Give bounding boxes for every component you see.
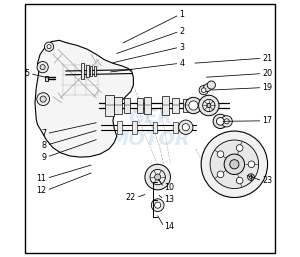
- Circle shape: [203, 99, 215, 112]
- Circle shape: [236, 177, 243, 184]
- Bar: [81, 63, 84, 79]
- Text: 22: 22: [126, 193, 136, 202]
- Circle shape: [189, 101, 198, 110]
- Text: 13: 13: [164, 195, 174, 204]
- Bar: [104, 95, 114, 116]
- Circle shape: [249, 176, 253, 179]
- Bar: [137, 98, 143, 113]
- Bar: [144, 97, 151, 114]
- Circle shape: [150, 169, 165, 185]
- Text: 7: 7: [41, 129, 46, 138]
- Bar: [90, 66, 92, 76]
- Text: GER
MOTOR: GER MOTOR: [110, 108, 190, 149]
- Circle shape: [248, 161, 255, 168]
- Circle shape: [47, 45, 51, 49]
- Circle shape: [44, 42, 54, 51]
- Circle shape: [207, 81, 215, 89]
- Text: 3: 3: [179, 43, 184, 52]
- Circle shape: [221, 116, 232, 127]
- Circle shape: [182, 124, 189, 131]
- Circle shape: [230, 160, 239, 169]
- Circle shape: [37, 61, 48, 73]
- Text: 9: 9: [41, 153, 46, 162]
- Bar: [172, 98, 179, 113]
- Circle shape: [201, 131, 268, 198]
- Circle shape: [185, 97, 202, 114]
- Circle shape: [151, 199, 164, 212]
- Polygon shape: [35, 40, 134, 157]
- Text: 4: 4: [179, 59, 184, 68]
- Circle shape: [236, 145, 243, 151]
- Circle shape: [210, 140, 259, 189]
- Circle shape: [217, 117, 224, 125]
- Bar: [132, 121, 137, 134]
- Text: 12: 12: [36, 186, 46, 195]
- Bar: [153, 122, 158, 133]
- Circle shape: [224, 119, 229, 124]
- Circle shape: [248, 174, 254, 180]
- Text: 14: 14: [164, 222, 174, 231]
- Circle shape: [154, 202, 161, 208]
- Bar: [86, 65, 89, 77]
- Text: 10: 10: [164, 183, 174, 192]
- Bar: [161, 96, 169, 115]
- Circle shape: [145, 164, 170, 190]
- Circle shape: [154, 174, 161, 180]
- Bar: [173, 122, 178, 133]
- Text: 19: 19: [262, 83, 273, 92]
- Circle shape: [213, 114, 227, 128]
- Circle shape: [199, 95, 219, 116]
- Circle shape: [207, 104, 211, 107]
- Circle shape: [217, 171, 224, 178]
- Circle shape: [217, 151, 224, 158]
- Text: 20: 20: [262, 69, 273, 78]
- Bar: [45, 76, 48, 81]
- Circle shape: [199, 86, 208, 95]
- Circle shape: [204, 84, 211, 91]
- Circle shape: [224, 154, 244, 175]
- Circle shape: [40, 65, 45, 70]
- Circle shape: [178, 120, 193, 134]
- Text: 5: 5: [25, 69, 30, 78]
- Text: 11: 11: [37, 174, 46, 183]
- Bar: [183, 99, 189, 112]
- Bar: [115, 97, 122, 114]
- Text: 1: 1: [179, 10, 184, 19]
- Bar: [117, 121, 122, 134]
- Circle shape: [40, 96, 46, 102]
- Bar: [94, 66, 96, 76]
- Text: 23: 23: [262, 176, 273, 185]
- Text: 8: 8: [41, 141, 46, 150]
- Bar: [124, 98, 130, 113]
- Circle shape: [201, 88, 206, 93]
- Text: 2: 2: [179, 27, 184, 36]
- Circle shape: [37, 93, 50, 105]
- Text: 17: 17: [262, 116, 273, 125]
- Text: 21: 21: [262, 54, 273, 63]
